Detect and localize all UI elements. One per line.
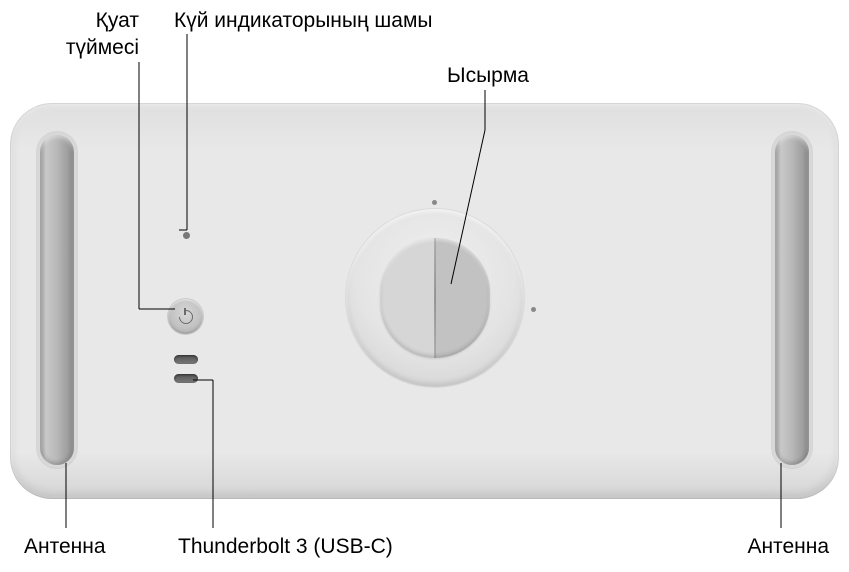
power-button: [168, 299, 203, 334]
antenna-left: [40, 135, 74, 465]
label-thunderbolt: Thunderbolt 3 (USB-C): [178, 533, 393, 560]
antenna-right: [775, 135, 809, 465]
latch-marker-top: [432, 200, 437, 205]
label-latch: Ысырма: [447, 62, 529, 89]
label-antenna-left: Антенна: [24, 533, 106, 560]
label-antenna-left-text: Антенна: [24, 535, 106, 558]
power-icon: [178, 309, 193, 324]
status-light: [183, 232, 190, 239]
label-status-light: Күй индикаторының шамы: [174, 7, 433, 34]
thunderbolt-port-1: [174, 355, 198, 364]
label-latch-text: Ысырма: [447, 64, 529, 87]
latch-handle: [380, 238, 490, 358]
latch-marker-right: [531, 307, 536, 312]
label-power-button: Қуат түймесі: [66, 7, 139, 62]
thunderbolt-ports: [174, 355, 198, 393]
label-antenna-right-text: Антенна: [747, 535, 829, 558]
device-body: [10, 103, 839, 499]
thunderbolt-port-2: [174, 374, 198, 383]
label-thunderbolt-text: Thunderbolt 3 (USB-C): [178, 535, 393, 558]
label-status-light-text: Күй индикаторының шамы: [174, 9, 433, 32]
label-power-button-text: Қуат түймесі: [66, 7, 139, 62]
label-antenna-right: Антенна: [747, 533, 829, 560]
